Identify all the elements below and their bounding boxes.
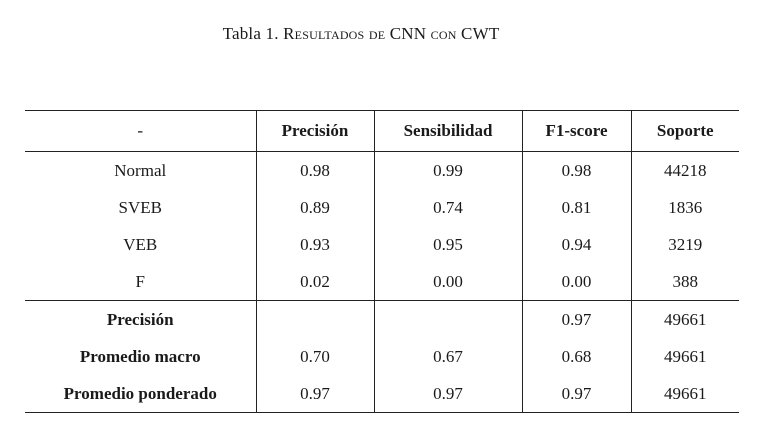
row-label: Promedio macro [25, 338, 257, 375]
table-row: F 0.02 0.00 0.00 388 [25, 263, 739, 301]
cell-support: 1836 [668, 197, 703, 217]
cell-precision: 0.89 [256, 189, 375, 226]
header-f1-score: F1-score [522, 110, 632, 152]
cell-sensitivity: 0.00 [374, 263, 523, 301]
cell-precision [256, 300, 375, 338]
cell-f1-score: 0.97 [522, 300, 632, 338]
cell-support: 3219 [668, 234, 703, 254]
cell-precision: 0.93 [256, 226, 375, 263]
row-label: VEB [25, 226, 257, 263]
cell-precision: 0.70 [256, 338, 375, 375]
summary-row: Promedio ponderado 0.97 0.97 0.97 49661 [25, 375, 739, 413]
cell-precision: 0.97 [256, 375, 375, 413]
cell-f1-score: 0.94 [522, 226, 632, 263]
cell-sensitivity: 0.67 [374, 338, 523, 375]
cell-support: 388 [672, 271, 699, 291]
cell-f1-score: 0.81 [522, 189, 632, 226]
header-row: - Precisión Sensibilidad F1-score Soport… [25, 110, 739, 152]
header-class: - [25, 110, 257, 152]
cell-sensitivity: 0.97 [374, 375, 523, 413]
summary-row: Promedio macro 0.70 0.67 0.68 49661 [25, 338, 739, 375]
cell-support: 49661 [631, 300, 739, 338]
cell-f1-score: 0.68 [522, 338, 632, 375]
row-label: Normal [25, 151, 257, 189]
cell-precision: 0.98 [256, 151, 375, 189]
cell-f1-score: 0.98 [522, 151, 632, 189]
row-label: Promedio ponderado [25, 375, 257, 413]
caption-label: Tabla 1. [222, 24, 279, 43]
row-label: F [25, 263, 257, 301]
cell-support: 49661 [664, 346, 707, 366]
header-precision: Precisión [256, 110, 375, 152]
cell-support: 49661 [631, 375, 739, 413]
table-row: SVEB 0.89 0.74 0.81 1836 [25, 189, 739, 226]
cell-f1-score: 0.00 [522, 263, 632, 301]
table-row: VEB 0.93 0.95 0.94 3219 [25, 226, 739, 263]
results-table: - Precisión Sensibilidad F1-score Soport… [25, 110, 739, 413]
table-row: Normal 0.98 0.99 0.98 44218 [25, 151, 739, 189]
cell-sensitivity: 0.99 [374, 151, 523, 189]
table-caption: Tabla 1. Resultados de CNN con CWT [0, 24, 722, 44]
caption-title: Resultados de CNN con CWT [283, 24, 500, 43]
cell-sensitivity: 0.95 [374, 226, 523, 263]
cell-f1-score: 0.97 [522, 375, 632, 413]
header-support: Soporte [631, 110, 739, 152]
cell-sensitivity [374, 300, 523, 338]
row-label: SVEB [25, 189, 257, 226]
header-sensitivity: Sensibilidad [374, 110, 523, 152]
cell-precision: 0.02 [256, 263, 375, 301]
cell-support: 44218 [664, 160, 707, 180]
row-label: Precisión [25, 300, 257, 338]
summary-row: Precisión 0.97 49661 [25, 300, 739, 338]
cell-sensitivity: 0.74 [374, 189, 523, 226]
